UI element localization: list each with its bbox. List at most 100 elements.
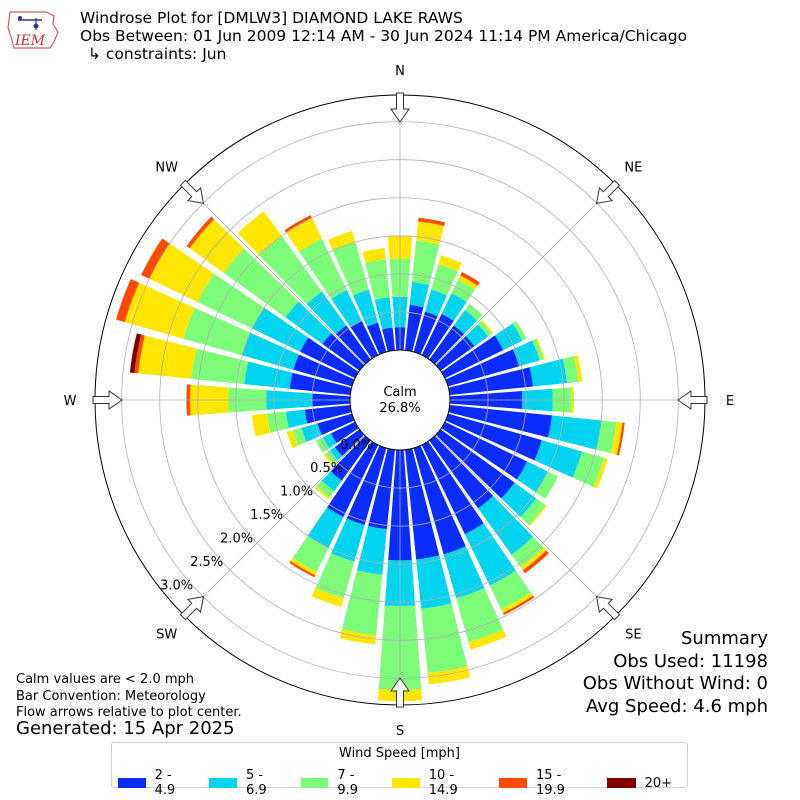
bar-250deg-bin1 xyxy=(317,413,355,436)
ring-label-4: 2.0% xyxy=(220,532,253,547)
flow-arrows-note: Flow arrows relative to plot center. xyxy=(16,705,242,720)
bar-100deg-bin4 xyxy=(610,421,623,455)
flow-arrow-s-icon xyxy=(390,677,410,708)
bar-100deg-bin1 xyxy=(448,405,552,438)
grid-spoke-45 xyxy=(435,184,616,365)
bar-140deg-bin1 xyxy=(429,435,494,509)
bar-210deg-bin3 xyxy=(292,535,329,572)
bar-340deg-bin4 xyxy=(328,231,356,251)
bar-340deg-bin3 xyxy=(332,242,369,296)
bar-340deg-bin1 xyxy=(367,322,387,355)
bar-290deg-bin1 xyxy=(293,354,355,387)
bar-70deg-bin4 xyxy=(535,338,545,360)
bar-280deg-bin2 xyxy=(244,361,293,389)
bar-250deg-bin4 xyxy=(286,430,299,449)
bar-330deg-bin5 xyxy=(284,215,312,233)
flow-arrow-sw-icon xyxy=(179,595,205,621)
grid-spoke-315 xyxy=(184,184,365,365)
bar-230deg-bin4 xyxy=(323,453,335,466)
bar-20deg-bin2 xyxy=(425,289,448,317)
bar-310deg-bin5 xyxy=(186,216,215,249)
compass-label-n: N xyxy=(395,64,405,79)
bar-50deg-bin4 xyxy=(481,320,494,334)
legend-item: 7 - 9.9 xyxy=(300,768,377,798)
bar-260deg-bin1 xyxy=(304,405,352,424)
ring-label-6: 3.0% xyxy=(160,578,193,593)
ring-label-3: 1.5% xyxy=(250,508,283,523)
legend-swatch xyxy=(209,778,237,788)
calm-circle xyxy=(349,349,451,451)
bar-240deg-bin2 xyxy=(322,433,337,449)
bar-80deg-bin2 xyxy=(529,358,568,387)
bar-260deg-bin3 xyxy=(266,411,289,433)
bar-10deg-bin1 xyxy=(405,304,424,352)
bar-330deg-bin4 xyxy=(286,217,322,252)
bar-100deg-bin2 xyxy=(548,415,602,450)
legend-item: 2 - 4.9 xyxy=(118,768,194,798)
bar-280deg-bin3 xyxy=(191,348,249,385)
bar-130deg-bin2 xyxy=(501,482,537,518)
bar-150deg-bin5 xyxy=(502,595,535,615)
bar-110deg-bin2 xyxy=(534,440,583,478)
summary-title: Summary xyxy=(681,628,768,649)
bar-340deg-bin2 xyxy=(352,289,379,327)
windrose-bars xyxy=(116,211,625,702)
bar-30deg-bin2 xyxy=(441,293,467,321)
legend-item: 20+ xyxy=(606,768,673,798)
bar-320deg-bin2 xyxy=(306,291,347,335)
legend-label: 20+ xyxy=(644,775,673,791)
bar-350deg-bin3 xyxy=(365,259,390,300)
bar-130deg-bin4 xyxy=(528,504,547,527)
bar-280deg-bin6 xyxy=(129,333,142,374)
constraints-label: ↳ constraints: Jun xyxy=(88,45,227,63)
bar-170deg-bin3 xyxy=(421,603,468,674)
bar-160deg-bin2 xyxy=(443,546,485,599)
legend-label: 5 - 6.9 xyxy=(245,768,267,798)
legend-swatch xyxy=(499,778,527,788)
bar-330deg-bin1 xyxy=(350,320,379,359)
bar-110deg-bin3 xyxy=(572,451,605,487)
bar-280deg-bin1 xyxy=(289,372,352,395)
grid-spoke-135 xyxy=(435,435,616,616)
bar-300deg-bin2 xyxy=(252,307,309,352)
bar-300deg-bin1 xyxy=(300,337,359,379)
bar-210deg-bin2 xyxy=(307,507,344,548)
bar-300deg-bin4 xyxy=(149,243,214,303)
bar-50deg-bin1 xyxy=(435,335,475,371)
calm-label: Calm xyxy=(383,385,416,400)
chart-title: Windrose Plot for [DMLW3] DIAMOND LAKE R… xyxy=(80,9,463,27)
bar-350deg-bin1 xyxy=(382,327,395,352)
summary-obs-without-wind: Obs Without Wind: 0 xyxy=(582,673,768,694)
ring-label-5: 2.5% xyxy=(190,555,223,570)
bar-280deg-bin4 xyxy=(138,335,197,379)
iem-logo: IEM xyxy=(7,11,59,49)
legend-label: 15 - 19.9 xyxy=(535,768,565,798)
bar-210deg-bin4 xyxy=(290,557,317,576)
bar-40deg-bin3 xyxy=(464,303,483,321)
compass-label-sw: SW xyxy=(156,627,177,642)
bar-30deg-bin4 xyxy=(458,275,478,290)
bar-290deg-bin5 xyxy=(116,279,140,323)
compass-label-w: W xyxy=(64,394,77,409)
bar-260deg-bin2 xyxy=(285,409,308,429)
bar-140deg-bin3 xyxy=(511,536,544,568)
legend-items: 2 - 4.9 5 - 6.9 7 - 9.9 10 - 14.9 15 - 19.9 2… xyxy=(118,768,687,798)
bar-40deg-bin2 xyxy=(453,310,478,335)
legend-swatch xyxy=(118,778,146,788)
bar-190deg-bin3 xyxy=(341,570,383,636)
bar-100deg-bin3 xyxy=(596,420,617,454)
bar-100deg-bin5 xyxy=(616,422,625,456)
bar-170deg-bin2 xyxy=(416,555,452,609)
legend-item: 15 - 19.9 xyxy=(499,768,591,798)
bar-240deg-bin3 xyxy=(315,437,330,453)
bar-250deg-bin3 xyxy=(292,427,307,446)
summary-obs-used: Obs Used: 11198 xyxy=(613,650,768,672)
bar-230deg-bin2 xyxy=(329,447,343,461)
bar-10deg-bin2 xyxy=(409,282,430,308)
bar-310deg-bin2 xyxy=(285,301,332,345)
grid-spoke-225 xyxy=(184,435,365,616)
bar-10deg-bin3 xyxy=(411,240,440,286)
bar-190deg-bin1 xyxy=(368,448,395,530)
bar-50deg-bin3 xyxy=(477,321,492,337)
